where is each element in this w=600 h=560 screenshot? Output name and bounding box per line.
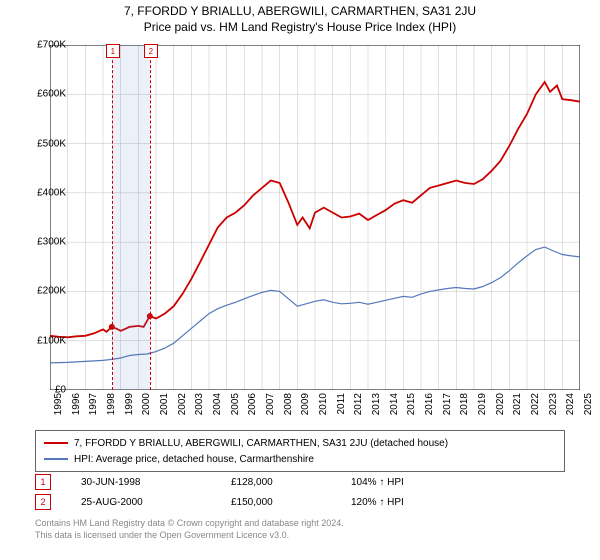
legend-swatch (44, 442, 68, 444)
x-tick-label: 2023 (548, 393, 559, 415)
y-tick-label: £200K (37, 286, 66, 297)
x-tick-label: 1995 (53, 393, 64, 415)
x-tick-label: 2020 (495, 393, 506, 415)
title-address: 7, FFORDD Y BRIALLU, ABERGWILI, CARMARTH… (0, 4, 600, 18)
y-tick-label: £100K (37, 335, 66, 346)
legend-box: 7, FFORDD Y BRIALLU, ABERGWILI, CARMARTH… (35, 430, 565, 472)
x-tick-label: 2011 (336, 393, 347, 415)
x-tick-label: 2010 (318, 393, 329, 415)
chart-marker-1: 1 (106, 44, 120, 58)
x-tick-label: 2019 (477, 393, 488, 415)
x-tick-label: 2013 (371, 393, 382, 415)
legend-row: HPI: Average price, detached house, Carm… (44, 451, 556, 467)
sale-price: £128,000 (231, 477, 351, 488)
footer-copyright: Contains HM Land Registry data © Crown c… (35, 518, 344, 541)
legend-label: 7, FFORDD Y BRIALLU, ABERGWILI, CARMARTH… (74, 438, 448, 449)
y-tick-label: £300K (37, 237, 66, 248)
x-tick-label: 1999 (124, 393, 135, 415)
x-tick-label: 2007 (265, 393, 276, 415)
legend-row: 7, FFORDD Y BRIALLU, ABERGWILI, CARMARTH… (44, 435, 556, 451)
x-tick-label: 2025 (583, 393, 594, 415)
x-tick-label: 2000 (141, 393, 152, 415)
chart-marker-2: 2 (144, 44, 158, 58)
x-tick-label: 2024 (565, 393, 576, 415)
x-tick-label: 1998 (106, 393, 117, 415)
sale-pct: 120% ↑ HPI (351, 497, 471, 508)
x-tick-label: 2022 (530, 393, 541, 415)
x-tick-label: 2004 (212, 393, 223, 415)
x-tick-label: 2008 (283, 393, 294, 415)
legend-label: HPI: Average price, detached house, Carm… (74, 454, 314, 465)
x-tick-label: 2016 (424, 393, 435, 415)
x-tick-label: 2005 (230, 393, 241, 415)
x-tick-label: 2001 (159, 393, 170, 415)
x-tick-label: 2009 (300, 393, 311, 415)
y-tick-label: £500K (37, 138, 66, 149)
x-tick-label: 2018 (459, 393, 470, 415)
x-tick-label: 2017 (442, 393, 453, 415)
sales-table: 1 30-JUN-1998 £128,000 104% ↑ HPI 2 25-A… (35, 472, 565, 512)
sale-date: 25-AUG-2000 (81, 497, 231, 508)
title-area: 7, FFORDD Y BRIALLU, ABERGWILI, CARMARTH… (0, 0, 600, 34)
footer-line2: This data is licensed under the Open Gov… (35, 530, 344, 542)
x-tick-label: 2014 (389, 393, 400, 415)
title-subtitle: Price paid vs. HM Land Registry's House … (0, 20, 600, 34)
sale-row: 2 25-AUG-2000 £150,000 120% ↑ HPI (35, 492, 565, 512)
y-tick-label: £400K (37, 187, 66, 198)
x-tick-label: 1997 (88, 393, 99, 415)
chart-container: 7, FFORDD Y BRIALLU, ABERGWILI, CARMARTH… (0, 0, 600, 560)
x-tick-label: 2006 (247, 393, 258, 415)
footer-line1: Contains HM Land Registry data © Crown c… (35, 518, 344, 530)
chart-area: 12 (50, 45, 580, 390)
x-tick-label: 2003 (194, 393, 205, 415)
legend-swatch (44, 458, 68, 460)
y-tick-label: £600K (37, 89, 66, 100)
sale-date: 30-JUN-1998 (81, 477, 231, 488)
sale-pct: 104% ↑ HPI (351, 477, 471, 488)
sale-price: £150,000 (231, 497, 351, 508)
x-tick-label: 1996 (71, 393, 82, 415)
x-tick-label: 2012 (353, 393, 364, 415)
y-tick-label: £700K (37, 40, 66, 51)
sale-marker-box: 2 (35, 494, 51, 510)
x-tick-label: 2002 (177, 393, 188, 415)
x-tick-label: 2021 (512, 393, 523, 415)
sale-marker-box: 1 (35, 474, 51, 490)
x-tick-label: 2015 (406, 393, 417, 415)
sale-row: 1 30-JUN-1998 £128,000 104% ↑ HPI (35, 472, 565, 492)
